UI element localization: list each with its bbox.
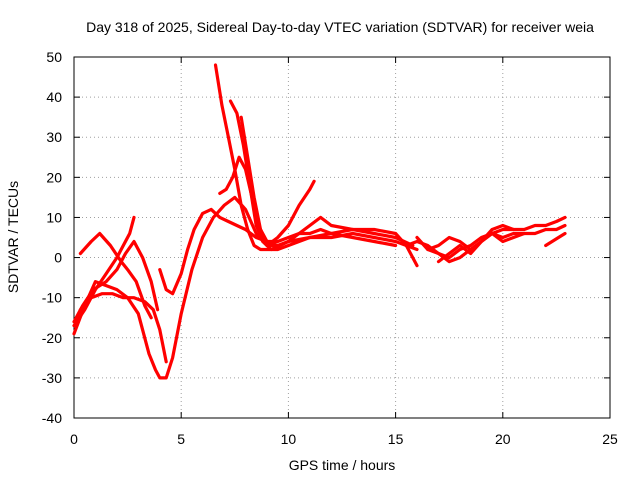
series-line-track-15 — [544, 231, 567, 248]
y-tick-label: -10 — [42, 290, 62, 306]
x-tick-label: 20 — [495, 431, 511, 447]
y-tick-label: 30 — [46, 129, 62, 145]
x-tick-label: 10 — [281, 431, 297, 447]
x-axis-label: GPS time / hours — [289, 457, 396, 473]
series-line-track-2 — [72, 215, 136, 328]
series-line-track-3 — [78, 231, 153, 320]
y-tick-label: 40 — [46, 89, 62, 105]
series-line-track-9 — [239, 115, 415, 248]
x-tick-label: 25 — [602, 431, 618, 447]
x-tick-label: 5 — [177, 431, 185, 447]
y-tick-label: 20 — [46, 169, 62, 185]
grid-lines — [74, 57, 610, 418]
data-series — [72, 63, 567, 380]
series-line-track-6 — [158, 207, 398, 296]
y-tick-label: 10 — [46, 209, 62, 225]
series-line-track-1 — [72, 179, 316, 380]
x-tick-label: 0 — [70, 431, 78, 447]
plot-frame — [73, 56, 611, 419]
series-line-track-13 — [426, 223, 516, 252]
series-line-track-7 — [213, 63, 419, 252]
series-line-track-4 — [72, 239, 160, 324]
x-tick-label: 15 — [388, 431, 404, 447]
y-tick-label: -20 — [42, 330, 62, 346]
series-line-track-10 — [218, 155, 280, 248]
axis-ticks: 0 5 10 15 20 25 -40 -30 -20 -10 0 10 20 30 40 50 — [42, 49, 618, 447]
series-line-track-14 — [436, 231, 526, 264]
y-tick-label: 0 — [54, 250, 62, 266]
y-tick-label: 50 — [46, 49, 62, 65]
y-tick-label: -40 — [42, 410, 62, 426]
series-line-track-5 — [78, 292, 168, 364]
y-axis-label: SDTVAR / TECUs — [5, 181, 21, 293]
chart-title: Day 318 of 2025, Sidereal Day-to-day VTE… — [86, 19, 594, 35]
y-tick-label: -30 — [42, 370, 62, 386]
